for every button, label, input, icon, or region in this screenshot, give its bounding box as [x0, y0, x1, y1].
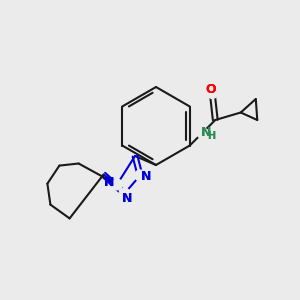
Text: O: O — [206, 83, 216, 96]
Text: O: O — [206, 83, 216, 96]
Text: N: N — [104, 176, 115, 190]
Text: H: H — [207, 131, 215, 141]
Circle shape — [135, 170, 146, 181]
Text: N: N — [201, 125, 211, 139]
Text: N: N — [122, 192, 133, 206]
Text: N: N — [104, 176, 115, 190]
Text: H: H — [207, 131, 215, 141]
Text: N: N — [122, 192, 133, 206]
Text: N: N — [141, 170, 151, 184]
Circle shape — [197, 128, 208, 138]
Text: N: N — [201, 125, 211, 139]
Circle shape — [207, 88, 218, 98]
Text: N: N — [141, 170, 151, 184]
Circle shape — [112, 179, 122, 190]
Circle shape — [119, 188, 130, 199]
